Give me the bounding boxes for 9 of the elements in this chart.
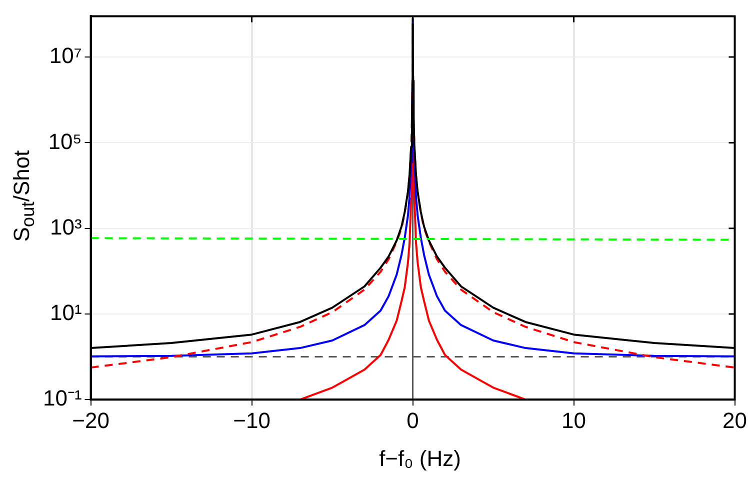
y-tick-label: 10⁵ xyxy=(48,128,82,154)
x-tick-label: −10 xyxy=(233,408,270,433)
x-axis-title: f−f₀ (Hz) xyxy=(378,446,462,472)
y-tick-label: 10⁷ xyxy=(49,43,82,68)
y-tick-label: 10³ xyxy=(50,214,82,240)
x-tick-label: 0 xyxy=(406,408,419,433)
x-tick-label: 10 xyxy=(562,408,586,433)
x-tick-label: 20 xyxy=(722,408,748,433)
y-tick-label: 10¹ xyxy=(50,300,82,326)
